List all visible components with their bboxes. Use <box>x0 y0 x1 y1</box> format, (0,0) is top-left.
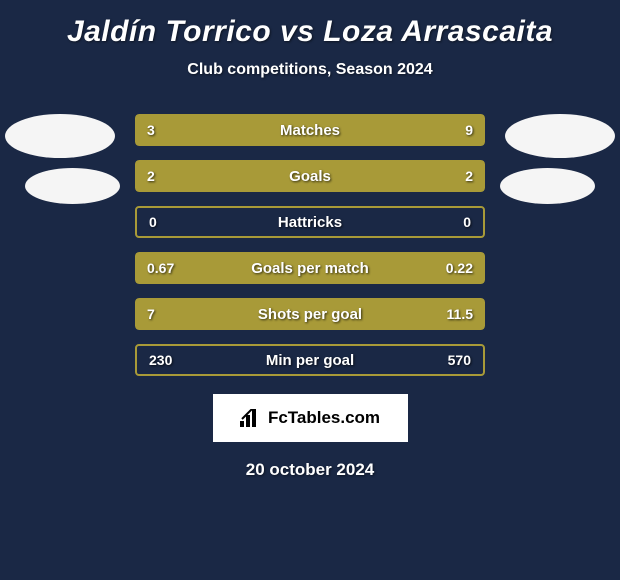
avatar-placeholder-icon <box>500 168 595 204</box>
page-title: Jaldín Torrico vs Loza Arrascaita <box>0 15 620 49</box>
stat-label: Shots per goal <box>135 306 485 323</box>
stat-row: 0Hattricks0 <box>135 206 485 238</box>
stat-value-right: 11.5 <box>447 306 473 322</box>
watermark-text: FcTables.com <box>268 408 380 428</box>
comparison-card: Jaldín Torrico vs Loza Arrascaita Club c… <box>0 0 620 490</box>
subtitle: Club competitions, Season 2024 <box>0 61 620 79</box>
player-right-avatar-group <box>505 114 615 204</box>
avatar-placeholder-icon <box>25 168 120 204</box>
fctables-logo-icon <box>240 409 262 427</box>
stat-label: Goals <box>135 168 485 185</box>
stat-value-right: 9 <box>465 122 473 138</box>
stats-area: 3Matches9 2Goals2 0Hattricks0 0.67Goals per… <box>0 114 620 376</box>
stat-label: Matches <box>135 122 485 139</box>
avatar-placeholder-icon <box>5 114 115 158</box>
watermark[interactable]: FcTables.com <box>213 394 408 442</box>
date: 20 october 2024 <box>0 460 620 480</box>
stat-row: 2Goals2 <box>135 160 485 192</box>
stat-label: Min per goal <box>137 352 483 369</box>
stat-label: Goals per match <box>135 260 485 277</box>
avatar-placeholder-icon <box>505 114 615 158</box>
stat-bars: 3Matches9 2Goals2 0Hattricks0 0.67Goals per… <box>135 114 485 376</box>
stat-label: Hattricks <box>137 214 483 231</box>
player-left-avatar-group <box>5 114 120 204</box>
stat-row: 7Shots per goal11.5 <box>135 298 485 330</box>
stat-row: 0.67Goals per match0.22 <box>135 252 485 284</box>
stat-value-right: 570 <box>448 352 471 368</box>
stat-row: 3Matches9 <box>135 114 485 146</box>
stat-value-right: 2 <box>465 168 473 184</box>
stat-value-right: 0.22 <box>446 260 473 276</box>
stat-row: 230Min per goal570 <box>135 344 485 376</box>
stat-value-right: 0 <box>463 214 471 230</box>
